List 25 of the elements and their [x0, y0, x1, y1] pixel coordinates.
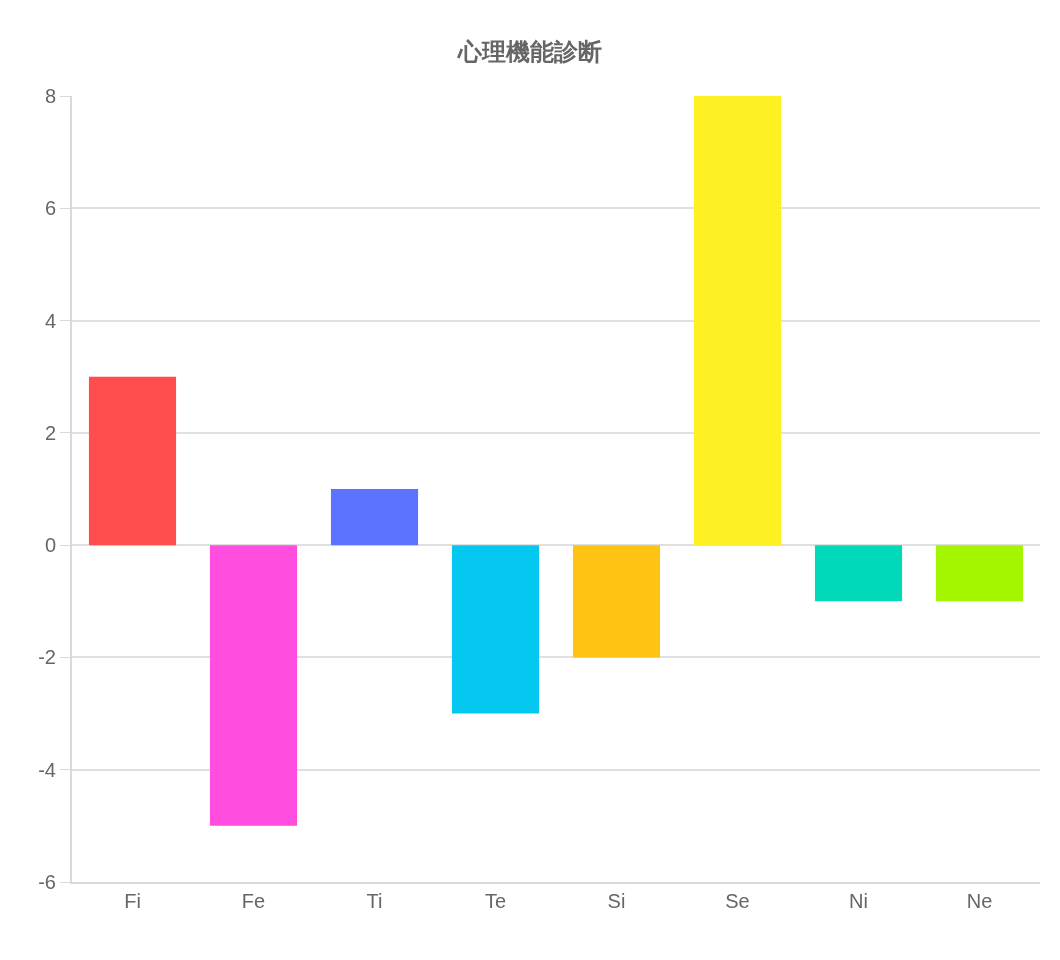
bar [330, 489, 419, 546]
chart-title: 心理機能診断 [457, 38, 602, 65]
bar [935, 545, 1024, 602]
x-tick-label: Si [607, 890, 626, 912]
y-tick-label: 8 [44, 85, 56, 107]
bar [814, 545, 903, 602]
bar [451, 545, 540, 714]
x-tick-label: Ti [366, 890, 383, 912]
x-tick-label: Ne [966, 890, 993, 912]
x-tick-label: Ni [849, 890, 868, 912]
y-tick-label: 0 [44, 534, 56, 557]
x-tick-label: Se [725, 890, 750, 912]
bar [693, 96, 782, 546]
y-tick-label: -4 [38, 758, 56, 781]
y-tick-label: -6 [38, 871, 56, 893]
x-tick-label: Fi [124, 890, 141, 912]
y-tick-label: 6 [44, 197, 56, 220]
y-tick-label: -2 [38, 646, 56, 669]
y-tick-label: 4 [44, 309, 56, 332]
x-tick-label: Te [484, 890, 507, 912]
bar [209, 545, 298, 826]
x-tick-label: Fe [241, 890, 266, 912]
bar [88, 376, 177, 546]
y-tick-label: 2 [44, 421, 56, 444]
bar [572, 545, 661, 658]
